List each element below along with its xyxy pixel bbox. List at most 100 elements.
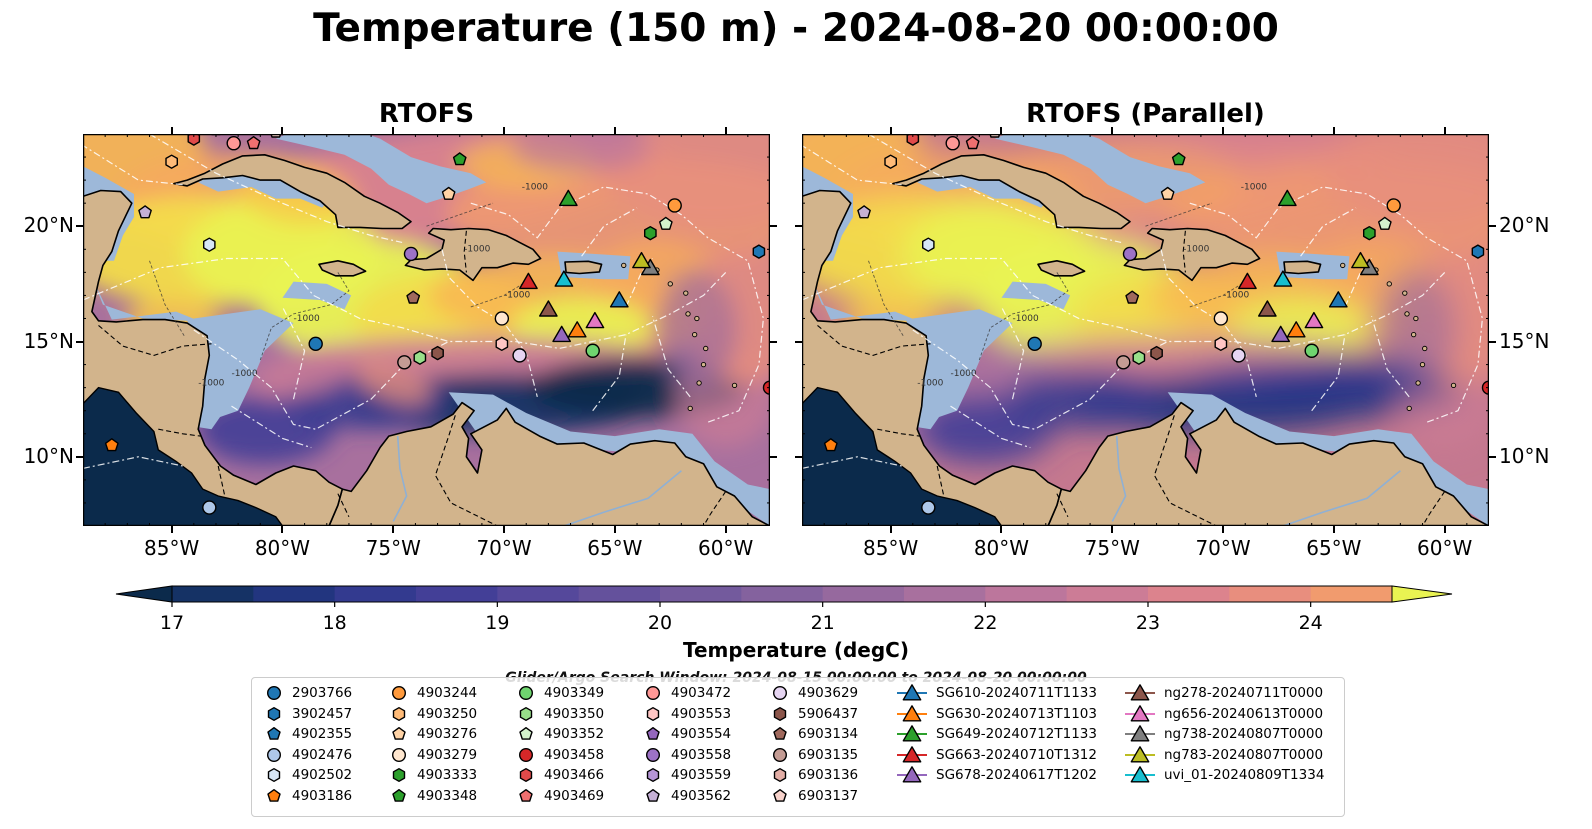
legend-entry: 4903350 (516, 704, 604, 724)
marker-4903349 (1304, 343, 1319, 358)
colorbar-tick-label: 21 (811, 612, 835, 634)
legend-entry: 6903137 (770, 786, 858, 806)
legend-marker-icon (391, 685, 407, 701)
isobath-label: -1000 (231, 369, 257, 379)
marker-4903348 (452, 152, 467, 166)
tick-mark (1332, 127, 1335, 134)
tick-mark (1489, 455, 1496, 458)
marker-SG610-20240711T1133 (609, 291, 629, 308)
tick-mark (724, 526, 727, 533)
isobath-label: -1000 (1183, 245, 1209, 255)
legend-entry: 4902355 (264, 724, 352, 744)
lon-tick-label: 60°W (1417, 536, 1473, 560)
tick-mark (392, 526, 395, 533)
marker-4903333 (1363, 226, 1376, 241)
marker-4903629 (512, 348, 527, 363)
tick-mark (889, 526, 892, 533)
legend-entry: 4903562 (643, 786, 731, 806)
legend-entry: SG649-20240712T1133 (896, 724, 1097, 744)
tick-mark (613, 127, 616, 134)
marker-4902502 (922, 237, 935, 252)
legend-marker-icon (1130, 725, 1150, 742)
legend-entry: 4903458 (516, 745, 604, 765)
legend-marker-icon (266, 685, 282, 701)
marker-SG630-20240713T1103 (1286, 321, 1306, 338)
legend-marker-icon (267, 789, 281, 802)
legend-marker-icon (392, 789, 406, 802)
marker-SG649-20240712T1133 (1278, 189, 1297, 207)
legend-marker-icon (518, 685, 534, 701)
legend-label: SG678-20240617T1202 (936, 767, 1097, 784)
marker-SG663-20240710T1312 (1238, 272, 1257, 290)
legend-marker-icon (773, 789, 787, 802)
observation-markers (823, 134, 1489, 515)
marker-4903472 (226, 136, 241, 151)
legend-marker-icon (772, 685, 788, 701)
tick-mark (770, 340, 777, 343)
legend-label: SG610-20240711T1133 (936, 685, 1097, 701)
lon-tick-label: 75°W (365, 536, 421, 560)
legend-entry: 6903135 (770, 745, 858, 765)
lat-tick-label-right: 10°N (1499, 443, 1550, 468)
tick-mark (1222, 526, 1225, 533)
legend-marker-icon (902, 725, 922, 742)
marker-4903244 (667, 198, 682, 213)
legend-label: 4903276 (417, 726, 478, 743)
marker-SG630-20240713T1103 (567, 321, 587, 338)
eez-boundaries (802, 134, 1484, 469)
tick-mark (1111, 127, 1114, 134)
legend-marker-icon (646, 768, 660, 783)
colorbar-tick-label: 24 (1299, 612, 1323, 634)
legend-label: 4903554 (671, 726, 732, 743)
lon-tick-label: 60°W (698, 536, 754, 560)
legend-label: 4903279 (417, 746, 478, 763)
legend-marker-icon (646, 789, 660, 802)
marker-4903349 (585, 343, 600, 358)
isobath-label: -1000 (504, 291, 530, 301)
tick-mark (1489, 225, 1496, 228)
legend-label: 4903333 (417, 767, 478, 784)
legend-entry: 4902476 (264, 745, 352, 765)
tick-mark (795, 225, 802, 228)
marker-4903472 (945, 136, 960, 151)
legend-marker-icon (645, 747, 661, 762)
marker-6903135 (397, 355, 412, 370)
marker-2903766 (1027, 336, 1042, 352)
legend-label: 3902457 (292, 705, 353, 722)
isobath-label: -1000 (294, 314, 320, 324)
tick-mark (281, 127, 284, 134)
legend-label: 4903469 (544, 788, 605, 804)
marker-SG610-20240711T1133 (1328, 291, 1348, 308)
legend-marker-icon (902, 766, 922, 783)
tick-mark (1000, 526, 1003, 533)
tick-mark (770, 225, 777, 228)
tick-mark (76, 225, 83, 228)
legend-marker-icon (902, 745, 922, 763)
marker-ng783-20240807T0000 (632, 251, 651, 269)
legend-marker-icon (773, 706, 787, 721)
lon-tick-label: 80°W (973, 536, 1030, 560)
tick-mark (281, 526, 284, 533)
marker-4903348 (1171, 152, 1186, 166)
isobath-label: -1000 (1013, 314, 1039, 324)
lat-tick-label-right: 15°N (1499, 328, 1550, 353)
legend-label: ng656-20240613T0000 (1164, 705, 1324, 722)
isobath-label: -1000 (950, 369, 976, 379)
legend-entry: 4903349 (516, 683, 604, 703)
panel-title-rtofs: RTOFS (378, 99, 475, 129)
legend-label: 4903350 (544, 705, 605, 722)
tick-mark (1443, 127, 1446, 134)
legend-label: 4902476 (292, 746, 353, 763)
legend-label: 4902502 (292, 767, 353, 784)
marker-ng278-20240711T0000 (539, 300, 558, 317)
legend-marker-icon (267, 768, 281, 783)
tick-mark (1111, 526, 1114, 533)
legend-marker-icon (392, 768, 406, 783)
marker-4903458 (1481, 380, 1489, 395)
legend-entry: 4903553 (643, 704, 731, 724)
legend-label: 4903186 (292, 788, 353, 804)
marker-ng783-20240807T0000 (1351, 251, 1370, 269)
legend: 2903766 3902457 4902355 4902476 4902502 49031… (251, 677, 1345, 817)
isobath-label: -1000 (464, 245, 490, 255)
legend-marker-icon (902, 684, 922, 701)
